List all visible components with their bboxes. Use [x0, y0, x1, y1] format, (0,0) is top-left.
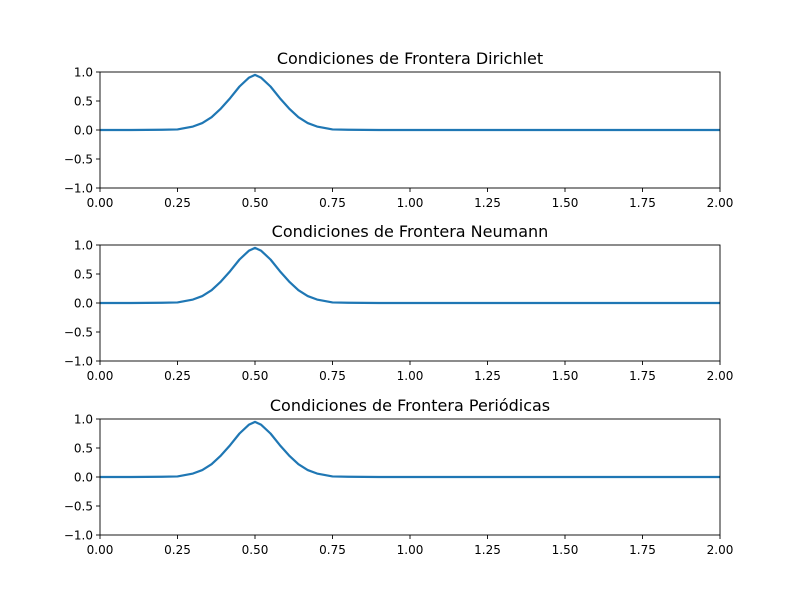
x-tick-label: 1.25 [474, 543, 501, 557]
y-tick-label: 0.5 [74, 267, 93, 281]
x-tick-label: 1.50 [552, 196, 579, 210]
y-tick-label: −1.0 [64, 181, 93, 195]
x-tick-label: 1.00 [397, 543, 424, 557]
y-tick-label: 0.5 [74, 94, 93, 108]
y-tick-label: −0.5 [64, 499, 93, 513]
x-tick-label: 0.25 [164, 196, 191, 210]
x-tick-label: 0.50 [242, 196, 269, 210]
y-tick-label: 1.0 [74, 238, 93, 252]
subplot-2: Condiciones de Frontera Neumann 0.00 0.25 0… [64, 222, 734, 383]
x-tick-label: 1.00 [397, 369, 424, 383]
y-tick-label: −1.0 [64, 528, 93, 542]
y-tick-label: 0.0 [74, 123, 93, 137]
x-tick-label: 0.25 [164, 543, 191, 557]
series-line [100, 246, 720, 305]
chart-title: Condiciones de Frontera Dirichlet [277, 49, 543, 68]
x-tick-label: 0.50 [242, 369, 269, 383]
x-tick-label: 2.00 [707, 369, 734, 383]
x-tick-label: 0.25 [164, 369, 191, 383]
y-tick-label: −0.5 [64, 152, 93, 166]
y-tick-label: 0.0 [74, 296, 93, 310]
x-tick-label: 2.00 [707, 196, 734, 210]
series-line [100, 420, 720, 479]
x-tick-label: 0.00 [87, 543, 114, 557]
chart-title: Condiciones de Frontera Periódicas [270, 396, 550, 415]
x-tick-label: 1.75 [629, 196, 656, 210]
x-tick-label: 1.75 [629, 369, 656, 383]
x-tick-label: 0.50 [242, 543, 269, 557]
x-tick-label: 2.00 [707, 543, 734, 557]
y-tick-label: 0.5 [74, 441, 93, 455]
y-tick-label: 1.0 [74, 412, 93, 426]
x-tick-label: 1.00 [397, 196, 424, 210]
x-tick-label: 0.75 [319, 369, 346, 383]
series-line [100, 73, 720, 132]
subplot-1: Condiciones de Frontera Dirichlet 0.00 0.2… [64, 49, 734, 210]
subplot-3: Condiciones de Frontera Periódicas 0.00 0.… [64, 396, 734, 557]
y-tick-label: −1.0 [64, 354, 93, 368]
x-tick-label: 1.50 [552, 369, 579, 383]
chart-title: Condiciones de Frontera Neumann [272, 222, 549, 241]
x-tick-label: 1.25 [474, 196, 501, 210]
x-tick-label: 0.75 [319, 543, 346, 557]
x-tick-label: 0.00 [87, 196, 114, 210]
x-tick-label: 1.75 [629, 543, 656, 557]
x-tick-label: 1.25 [474, 369, 501, 383]
y-tick-label: −0.5 [64, 325, 93, 339]
y-tick-label: 1.0 [74, 65, 93, 79]
x-tick-label: 0.00 [87, 369, 114, 383]
x-tick-label: 0.75 [319, 196, 346, 210]
x-tick-label: 1.50 [552, 543, 579, 557]
y-tick-label: 0.0 [74, 470, 93, 484]
